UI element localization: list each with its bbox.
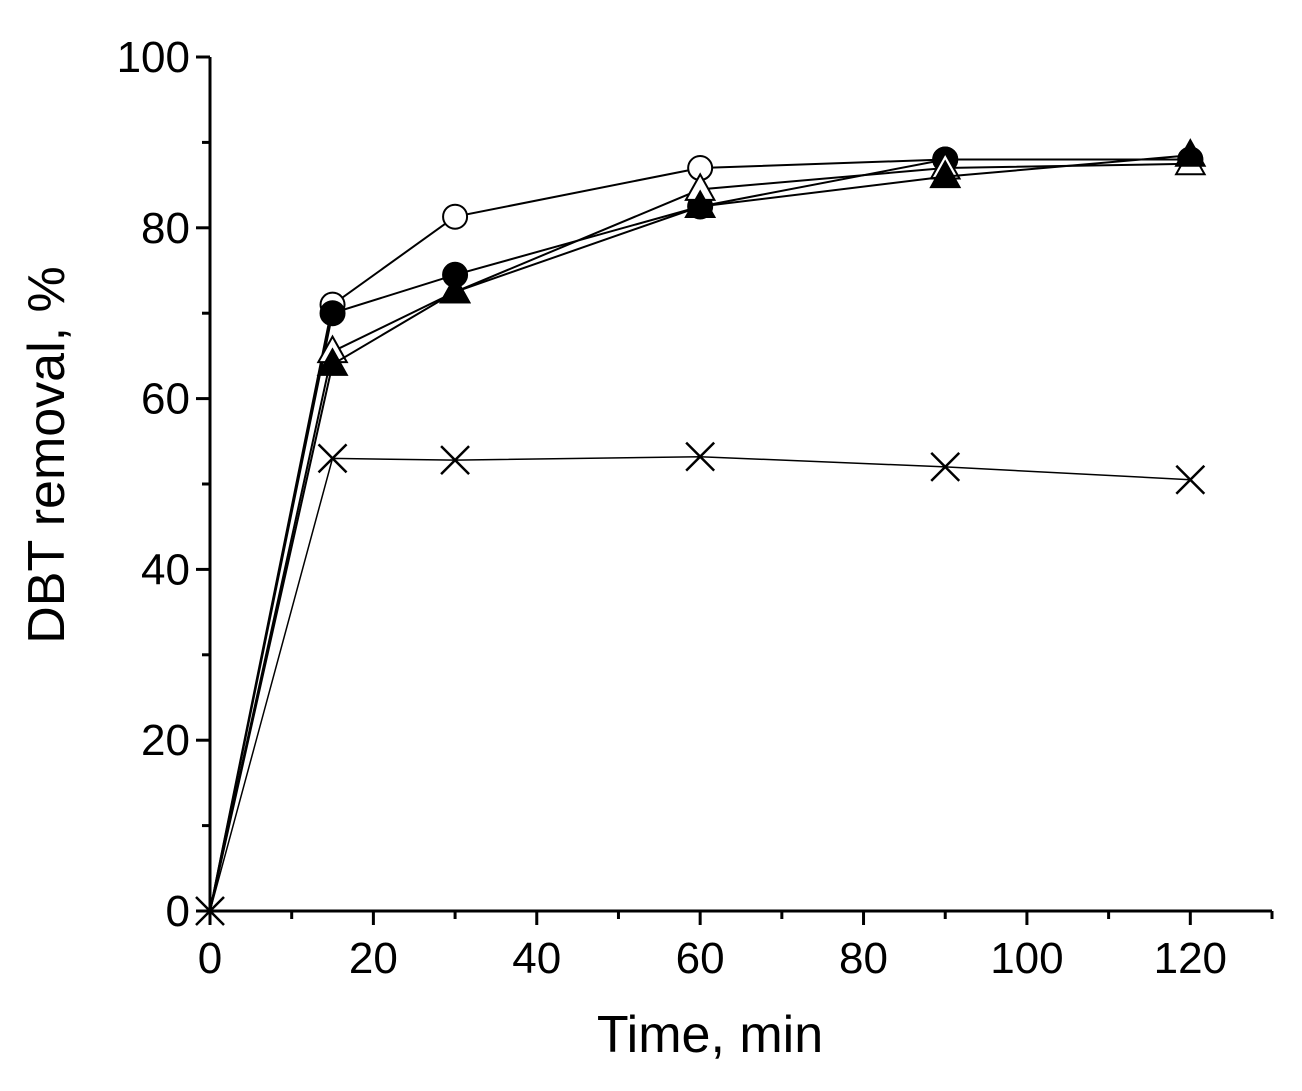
y-tick-label: 20	[141, 716, 190, 765]
x-tick-label: 80	[839, 934, 888, 983]
data-point	[195, 896, 225, 926]
series-2	[209, 146, 1207, 912]
series-layer	[195, 138, 1207, 926]
series-4	[195, 441, 1206, 926]
x-axis-label: Time, min	[597, 1006, 823, 1064]
y-axis-label: DBT removal, %	[18, 266, 76, 644]
data-point	[439, 274, 472, 304]
y-tick-label: 100	[117, 33, 190, 82]
series-line	[209, 162, 1191, 912]
y-tick-label: 60	[141, 375, 190, 424]
x-tick-label: 20	[349, 934, 398, 983]
x-tick-label: 40	[512, 934, 561, 983]
axes: 0 20 40 60 80 100 120 0 20 40 60 80 100	[117, 33, 1274, 983]
y-tick-label: 40	[141, 545, 190, 594]
data-point	[317, 443, 348, 474]
data-point	[316, 347, 349, 376]
y-tick-label: 80	[141, 204, 190, 253]
data-point	[319, 300, 346, 327]
data-point	[1174, 138, 1207, 167]
data-point	[930, 452, 961, 482]
data-point	[442, 203, 469, 230]
data-point	[685, 441, 716, 472]
x-tick-label: 120	[1154, 934, 1227, 983]
series-line	[209, 158, 1191, 912]
data-point	[440, 445, 470, 475]
series-0	[209, 146, 1204, 912]
x-tick-label: 0	[198, 934, 222, 983]
series-line	[209, 455, 1191, 912]
data-point	[1175, 464, 1206, 495]
series-3	[209, 138, 1207, 912]
x-tick-label: 60	[676, 934, 725, 983]
x-tick-label: 100	[990, 934, 1063, 983]
series-line	[209, 154, 1191, 912]
data-point	[684, 189, 717, 218]
data-point	[929, 159, 962, 189]
y-tick-label: 0	[166, 887, 190, 936]
series-1	[209, 146, 1204, 912]
series-line	[209, 158, 1191, 912]
